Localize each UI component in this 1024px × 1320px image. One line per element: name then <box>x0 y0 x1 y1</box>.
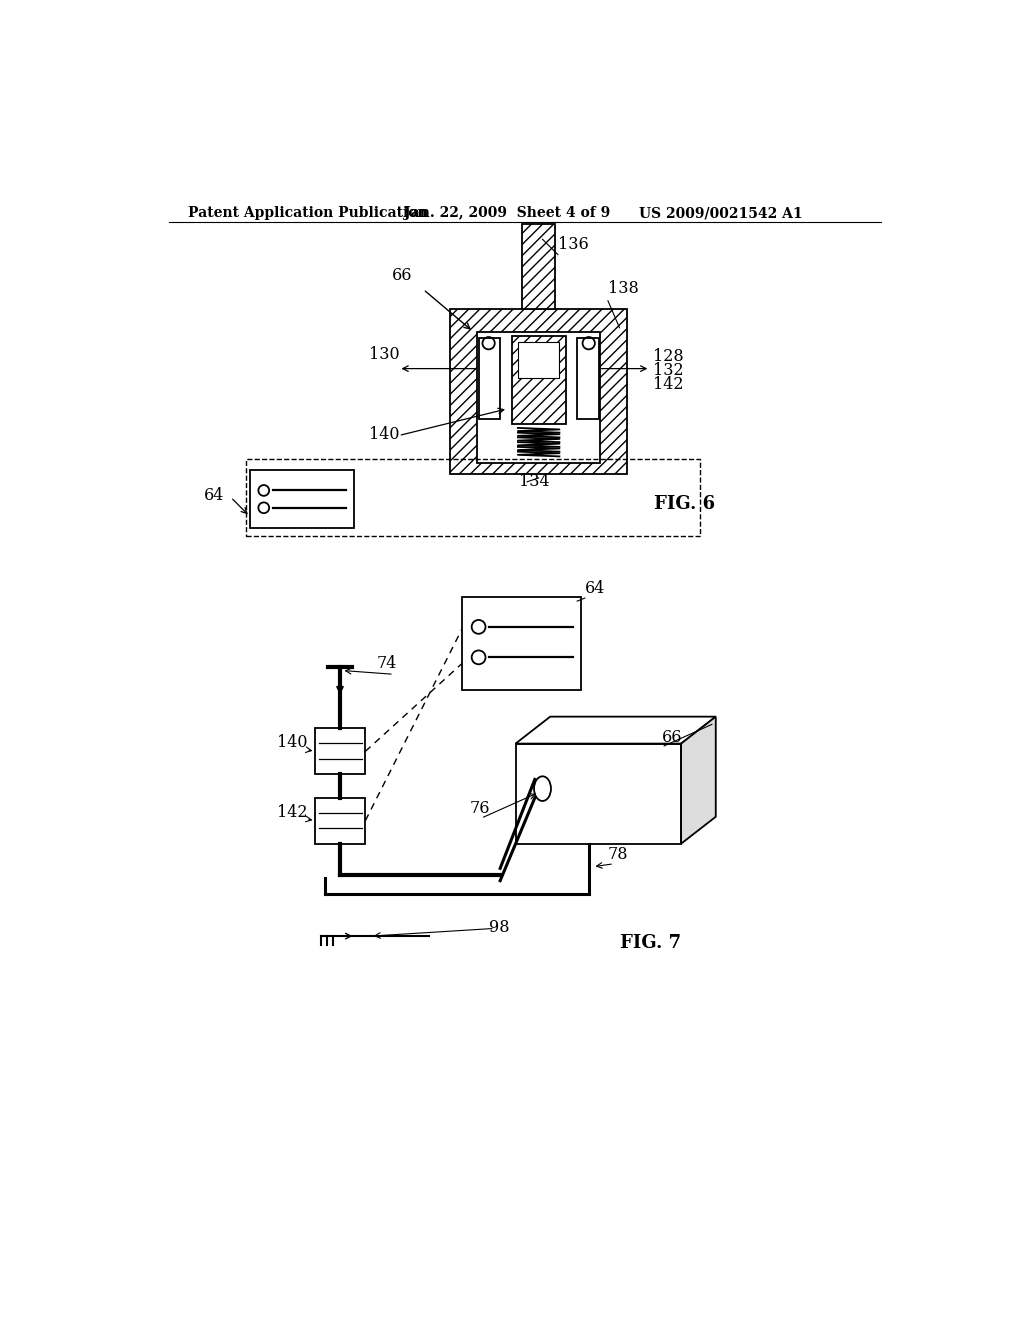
Text: 76: 76 <box>469 800 489 817</box>
Text: 136: 136 <box>558 236 589 253</box>
Bar <box>515 743 681 843</box>
Text: Jan. 22, 2009  Sheet 4 of 9: Jan. 22, 2009 Sheet 4 of 9 <box>403 206 610 220</box>
Text: 66: 66 <box>392 267 413 284</box>
Text: 130: 130 <box>370 346 400 363</box>
Bar <box>518 342 559 378</box>
Text: FIG. 6: FIG. 6 <box>654 495 716 512</box>
Bar <box>578 338 599 418</box>
Ellipse shape <box>535 776 551 801</box>
Bar <box>246 459 700 536</box>
Text: Patent Application Publication: Patent Application Publication <box>188 206 428 220</box>
Bar <box>451 309 628 474</box>
Text: 132: 132 <box>652 362 683 379</box>
Text: 142: 142 <box>652 376 683 392</box>
Bar <box>315 797 366 843</box>
Bar <box>522 224 555 309</box>
Text: 142: 142 <box>276 804 307 821</box>
Bar <box>315 729 366 775</box>
Text: 64: 64 <box>585 581 605 598</box>
Text: FIG. 7: FIG. 7 <box>620 933 681 952</box>
Text: 66: 66 <box>662 729 682 746</box>
Bar <box>512 335 565 424</box>
Bar <box>477 331 600 462</box>
Text: 98: 98 <box>488 919 509 936</box>
Bar <box>462 597 581 689</box>
Polygon shape <box>515 717 716 743</box>
Text: 64: 64 <box>204 487 224 503</box>
Bar <box>478 338 500 418</box>
Text: 74: 74 <box>377 655 397 672</box>
Text: 140: 140 <box>370 426 399 444</box>
Text: 134: 134 <box>519 473 550 490</box>
Text: 138: 138 <box>608 280 639 297</box>
Text: 140: 140 <box>276 734 307 751</box>
Polygon shape <box>681 717 716 843</box>
Text: 78: 78 <box>608 846 629 863</box>
Bar <box>250 470 354 528</box>
Text: 128: 128 <box>652 348 683 364</box>
Text: US 2009/0021542 A1: US 2009/0021542 A1 <box>639 206 803 220</box>
